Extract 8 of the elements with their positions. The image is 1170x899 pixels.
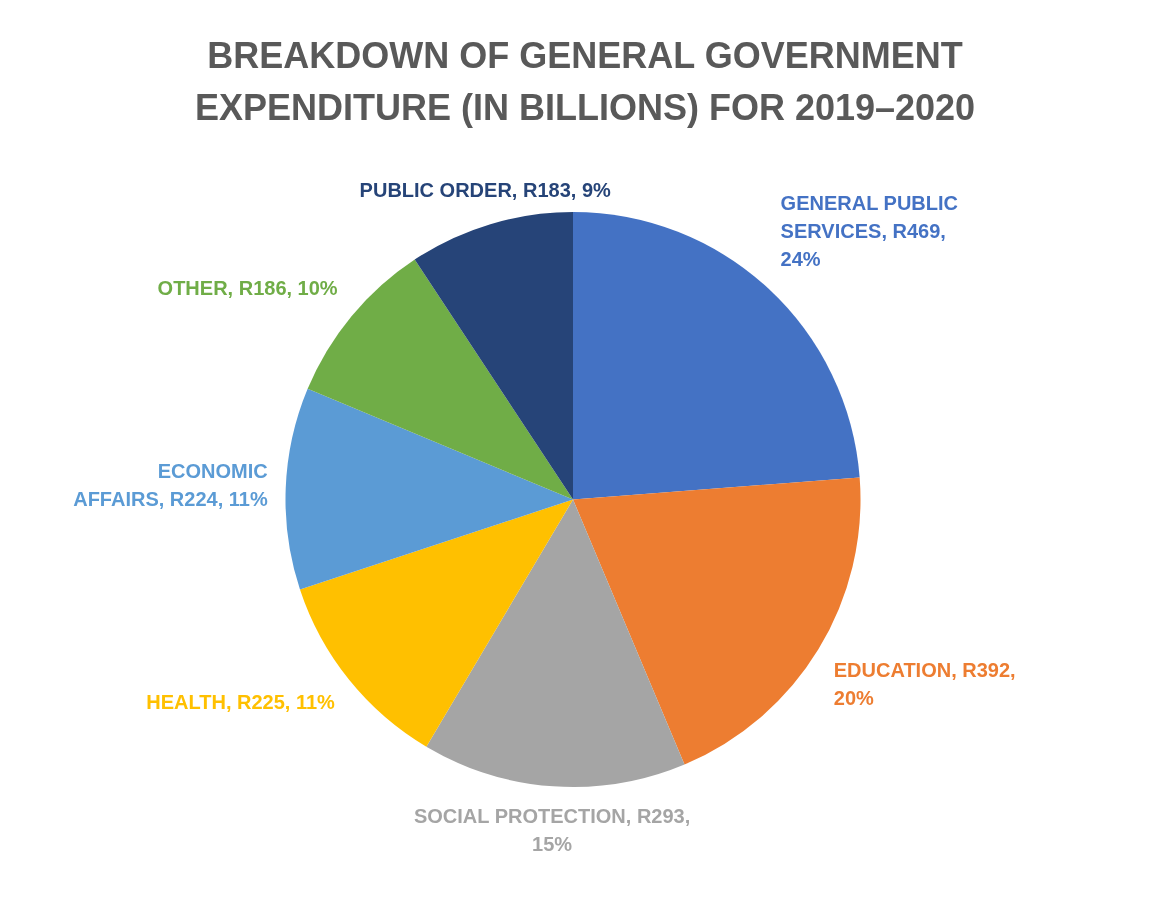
slice-label: EDUCATION, R392, 20% <box>833 659 1016 710</box>
slice-label: GENERAL PUBLIC SERVICES, R469, 24% <box>780 191 959 270</box>
chart-title: BREAKDOWN OF GENERAL GOVERNMENT EXPENDITURE (IN BILLIONS) FOR 2019–2020 <box>193 34 977 130</box>
slice-label: ECONOMIC AFFAIRS, R224, 11% <box>73 460 268 511</box>
slice-label: OTHER, R186, 10% <box>157 277 338 300</box>
slice-label: PUBLIC ORDER, R183, 9% <box>359 179 611 202</box>
slice-label: HEALTH, R225, 11% <box>146 691 336 714</box>
slice-label: SOCIAL PROTECTION, R293, 15% <box>413 804 691 855</box>
